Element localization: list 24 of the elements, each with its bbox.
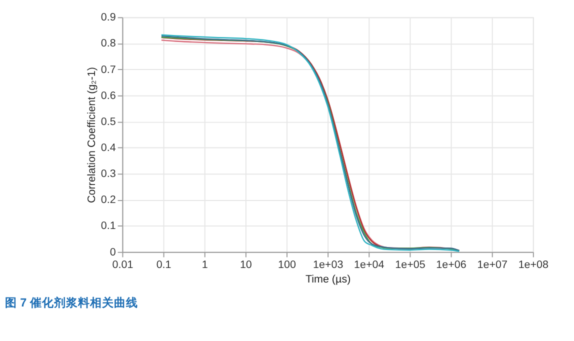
text: 图 7 催化剂浆料相关曲线 [4,296,138,310]
x-tick-label: 0.01 [112,259,134,272]
x-tick-label: 10 [240,259,252,272]
x-tick-label: 1e+05 [395,259,426,272]
x-tick-label: 1e+07 [477,259,508,272]
x-tick-label: 1e+04 [354,259,384,272]
x-axis-title: Time (µs) [305,274,351,286]
y-tick-label: 0.6 [100,90,116,102]
y-tick-label: 0.3 [100,168,116,180]
y-tick-label: 0.2 [100,194,116,206]
y-tick-label: 0.7 [100,64,116,76]
y-tick-label: 0 [110,246,116,258]
y-axis-title: Correlation Coefficient (g₂-1) [86,67,98,204]
x-tick-label: 0.1 [156,259,172,272]
y-tick-label: 0.9 [100,12,116,24]
y-tick-label: 0.5 [100,116,116,128]
y-tick-label: 0.4 [100,142,116,154]
x-tick-label: 100 [278,259,296,272]
x-tick-label: 1e+03 [312,259,344,272]
x-tick-label: 1 [202,259,208,272]
y-tick-label: 0.8 [100,38,116,50]
x-tick-label: 1e+08 [518,259,549,272]
x-tick-label: 1e+06 [436,259,466,272]
y-tick-label: 0.1 [100,220,116,232]
